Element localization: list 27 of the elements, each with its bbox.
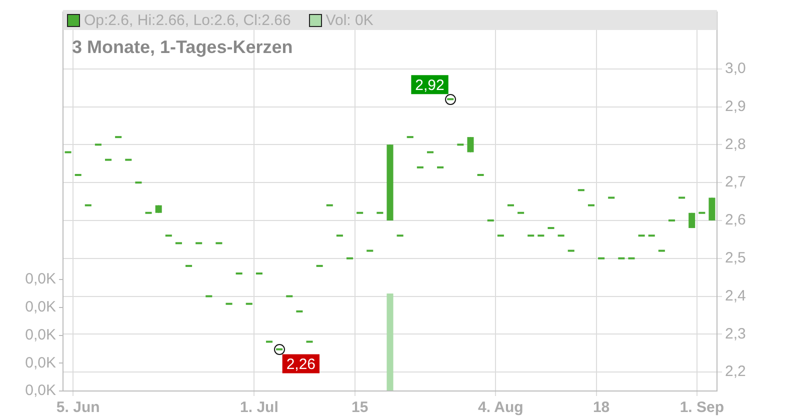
annotation: 2,92	[415, 76, 444, 94]
y-tick-label: 2,2	[725, 363, 746, 380]
legend-label: Vol: 0K	[326, 12, 374, 28]
y2-tick-label: 0,0K	[25, 326, 56, 344]
text: 3 Monate, 1-Tages-Kerzen	[72, 37, 293, 58]
x-tick-label: 18	[592, 399, 610, 416]
y-tick-label: 2,7	[725, 174, 746, 191]
x-tick-label: 4. Aug	[478, 399, 524, 416]
candlestick	[708, 197, 716, 221]
y-tick-label: 2,5	[725, 249, 746, 266]
y2-tick-label: 0,0K	[25, 298, 56, 316]
y-tick-label: 2,3	[725, 325, 746, 342]
candlestick	[467, 136, 474, 153]
x-tick-label: 1. Sep	[680, 399, 724, 416]
y2-tick-label: 0,0K	[25, 382, 56, 400]
y-tick-label: 2,6	[725, 212, 746, 229]
annotation: 2,26	[286, 356, 316, 373]
x-tick-label: 15	[351, 399, 368, 416]
x-tick-label: 1. Jul	[240, 399, 278, 416]
y2-tick-label: 0,0K	[25, 270, 56, 288]
x-tick-label: 5. Jun	[56, 399, 100, 416]
y-tick-label: 2,4	[725, 287, 746, 304]
legend-label: Op:2.6, Hi:2.66, Lo:2.6, Cl:2.66	[84, 12, 291, 28]
y2-tick-label: 0,0K	[25, 354, 56, 372]
y-tick-label: 3,0	[725, 60, 746, 77]
y-tick-label: 2,8	[725, 136, 746, 153]
y-tick-label: 2,9	[725, 98, 746, 115]
